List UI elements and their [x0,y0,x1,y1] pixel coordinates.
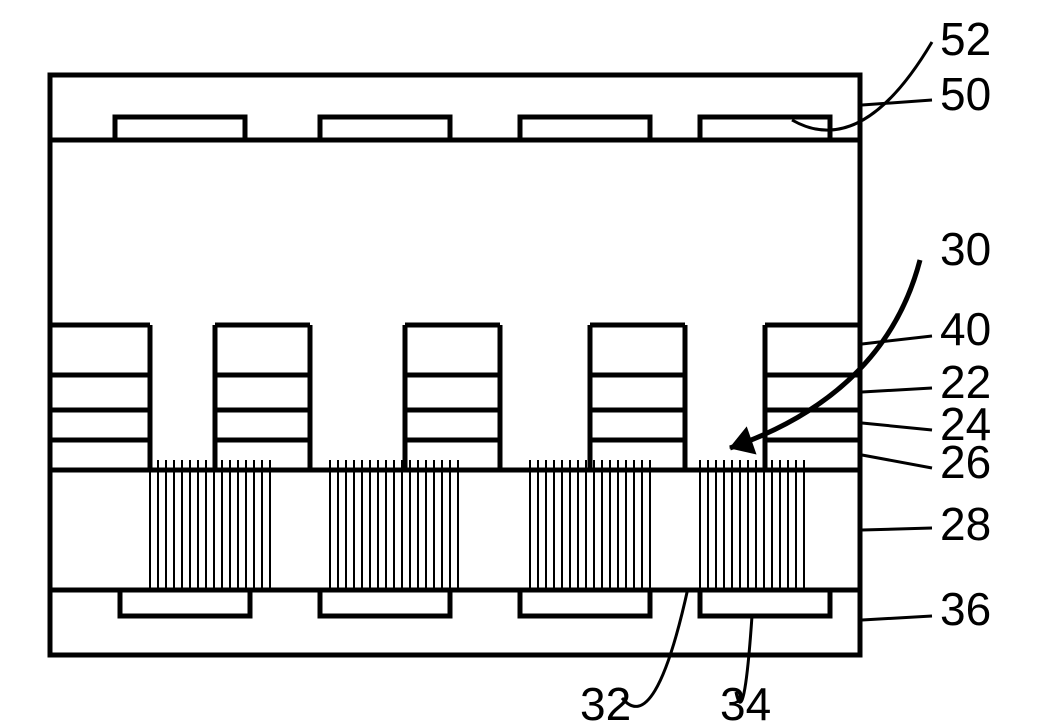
outer-frame [50,75,860,655]
pillar [765,325,860,470]
leader-line [862,100,932,105]
ref-label-34: 34 [720,678,771,724]
ref-label-26: 26 [940,436,991,488]
leader-line [862,388,932,392]
ref-label-36: 36 [940,583,991,635]
pillar [50,325,150,470]
ref-label-40: 40 [940,303,991,355]
electrode-34 [520,590,650,616]
leader-line [862,616,932,620]
pillar [405,325,500,470]
electrode-34 [700,590,830,616]
leader-line [862,455,932,468]
leader-line [622,588,688,706]
pillar [215,325,310,470]
pillar [590,325,685,470]
emitter-region-32 [330,460,458,588]
emitter-region-32 [150,460,270,588]
ref-label-28: 28 [940,498,991,550]
leader-line [862,423,932,430]
emitter-region-32 [530,460,650,588]
electrode-34 [120,590,250,616]
ref-label-30: 30 [940,223,991,275]
electrode-52 [320,117,450,140]
emitter-region-32 [700,460,804,588]
electrode-52 [520,117,650,140]
leader-line [862,528,932,530]
ref-label-50: 50 [940,68,991,120]
electrode-52 [115,117,245,140]
leader-line [862,336,932,344]
electrode-34 [320,590,450,616]
ref-label-32: 32 [580,678,631,724]
ref-label-52: 52 [940,13,991,65]
